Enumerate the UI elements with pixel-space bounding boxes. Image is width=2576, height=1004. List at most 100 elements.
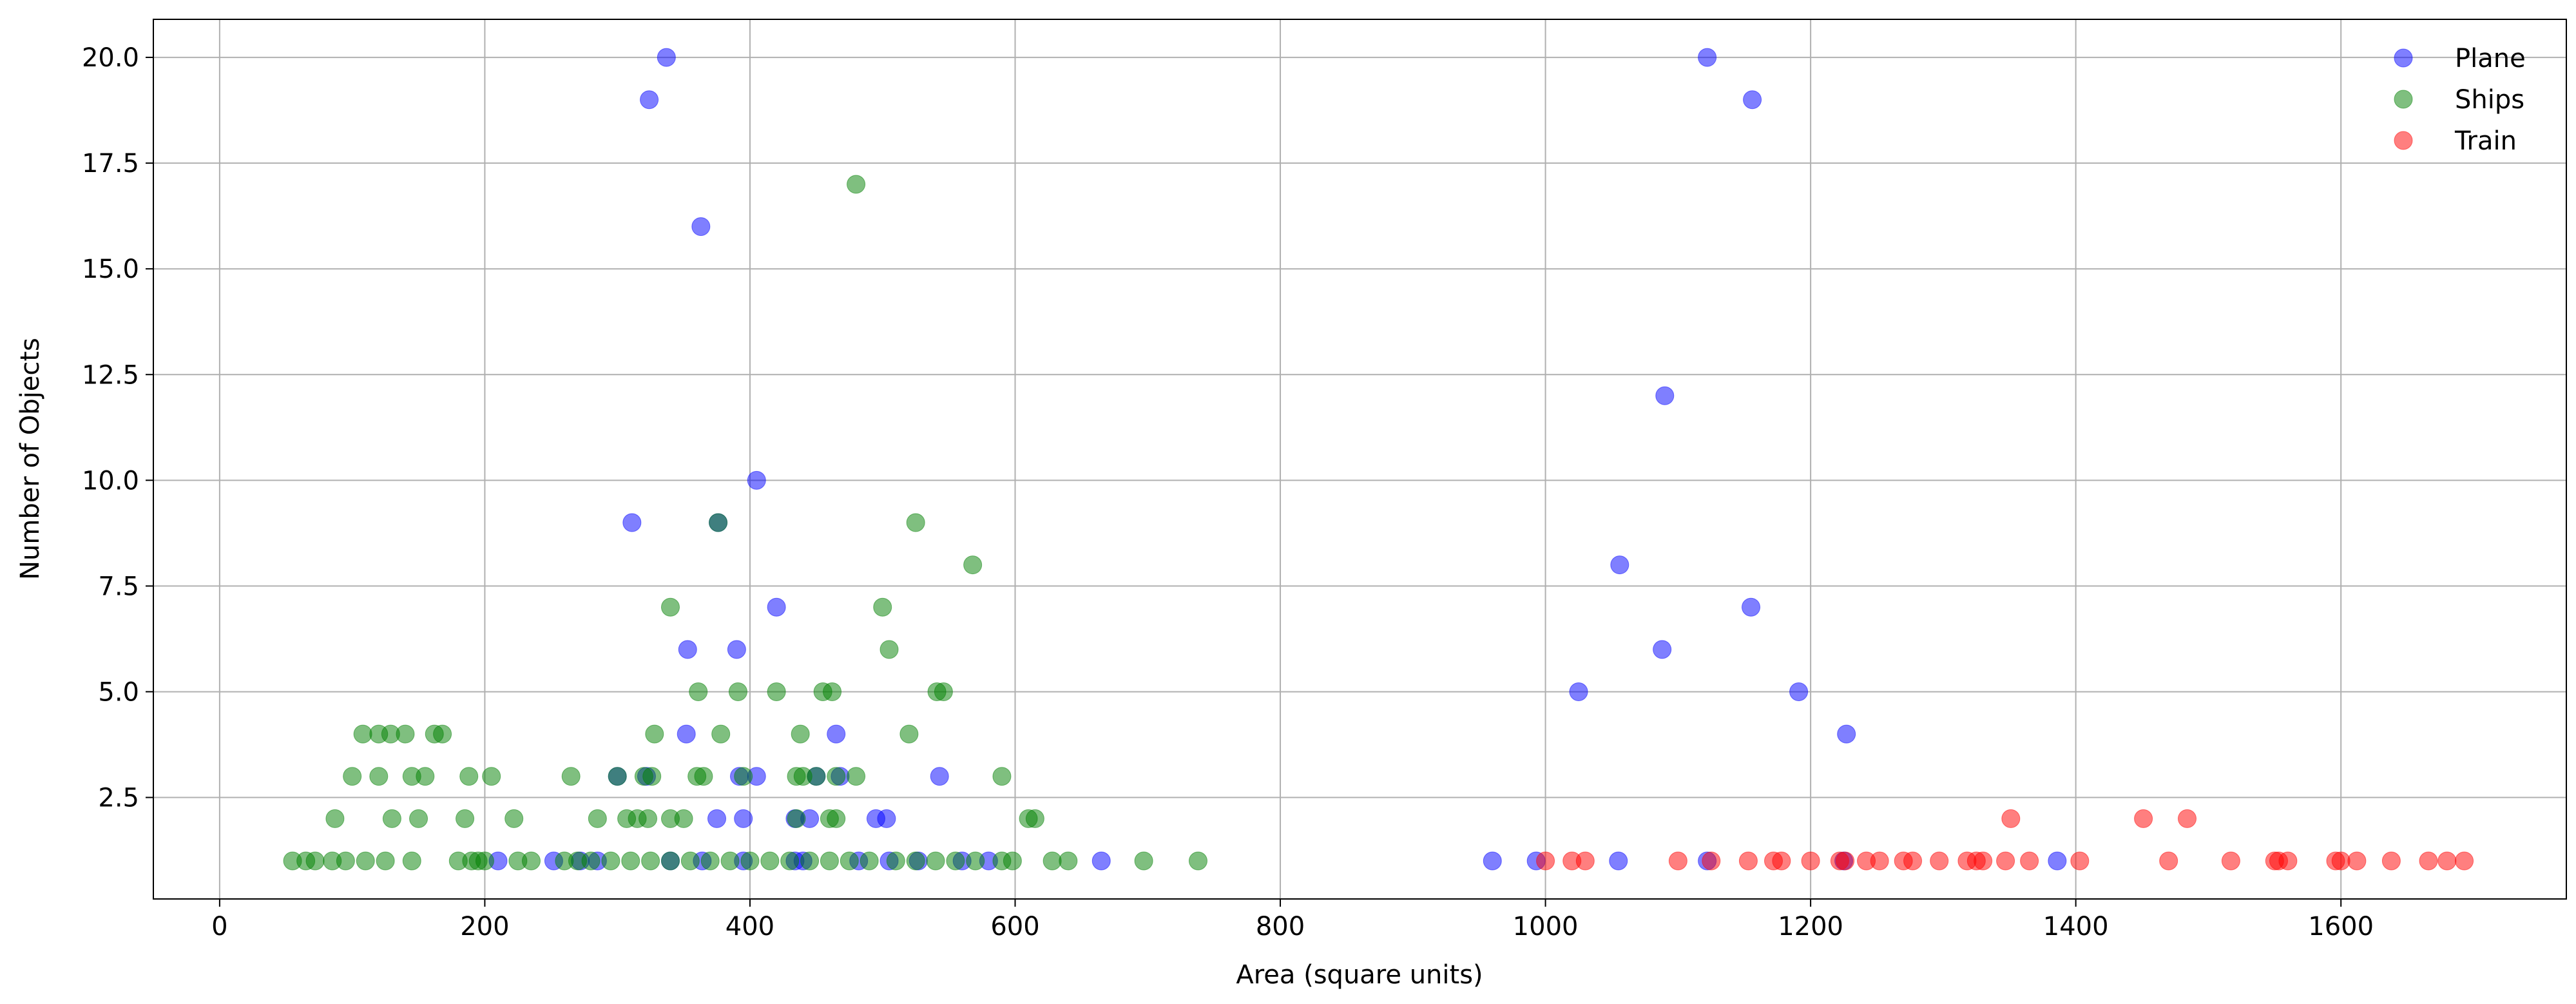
data-point xyxy=(505,809,524,828)
data-point xyxy=(1836,851,1855,871)
data-point xyxy=(847,175,866,194)
y-tick-label: 17.5 xyxy=(82,149,139,179)
y-tick-label: 2.5 xyxy=(98,784,139,813)
data-point xyxy=(2048,851,2067,871)
data-point xyxy=(608,767,627,786)
data-point xyxy=(2221,851,2240,871)
data-point xyxy=(2381,851,2401,871)
x-tick-label: 0 xyxy=(211,912,227,941)
data-point xyxy=(728,682,747,701)
data-point xyxy=(879,640,899,659)
data-point xyxy=(475,851,494,871)
data-point xyxy=(2070,851,2090,871)
data-point xyxy=(1536,851,1555,871)
series-ships xyxy=(283,175,1207,871)
x-tick-label: 1000 xyxy=(1513,912,1579,941)
data-point xyxy=(689,682,708,701)
data-point xyxy=(325,809,345,828)
data-point xyxy=(873,597,892,617)
data-point xyxy=(2347,851,2367,871)
data-point xyxy=(677,724,696,744)
data-point xyxy=(1870,851,1889,871)
data-point xyxy=(305,851,325,871)
data-point xyxy=(1742,597,1761,617)
data-point xyxy=(1655,386,1675,405)
data-point xyxy=(409,809,428,828)
data-point xyxy=(376,851,395,871)
legend-marker xyxy=(2394,131,2413,150)
data-point xyxy=(934,682,953,701)
x-tick-label: 800 xyxy=(1256,912,1305,941)
data-point xyxy=(760,851,780,871)
legend-label: Plane xyxy=(2455,44,2526,73)
data-point xyxy=(711,724,731,744)
data-point xyxy=(807,767,826,786)
x-tick-label: 1200 xyxy=(1778,912,1843,941)
data-point xyxy=(1059,851,1078,871)
legend-label: Train xyxy=(2454,126,2517,156)
data-point xyxy=(396,724,415,744)
data-point xyxy=(1974,851,1993,871)
data-point xyxy=(1025,809,1044,828)
data-point xyxy=(926,851,945,871)
x-tick-label: 1400 xyxy=(2043,912,2109,941)
data-point xyxy=(747,470,766,490)
data-point xyxy=(588,809,607,828)
data-point xyxy=(343,767,362,786)
y-tick-label: 20.0 xyxy=(82,43,139,73)
data-point xyxy=(860,851,879,871)
data-point xyxy=(840,851,859,871)
data-points xyxy=(283,48,2474,871)
data-point xyxy=(767,682,786,701)
y-axis-label: Number of Objects xyxy=(15,338,45,580)
data-point xyxy=(433,724,452,744)
data-point xyxy=(720,851,740,871)
data-point xyxy=(601,851,620,871)
data-point xyxy=(877,809,896,828)
data-point xyxy=(1702,851,1721,871)
legend: Plane Ships Train xyxy=(2394,44,2526,156)
data-point xyxy=(369,767,389,786)
legend-label: Ships xyxy=(2455,85,2524,115)
data-point xyxy=(946,851,965,871)
series-train xyxy=(1536,809,2474,871)
data-point xyxy=(1698,48,1717,67)
data-point xyxy=(886,851,905,871)
data-point xyxy=(2331,851,2350,871)
data-point xyxy=(416,767,435,786)
data-point xyxy=(645,724,664,744)
data-point xyxy=(734,809,753,828)
data-point xyxy=(1091,851,1111,871)
data-point xyxy=(1738,851,1758,871)
data-point xyxy=(2437,851,2457,871)
data-point xyxy=(1903,851,1923,871)
data-point xyxy=(2419,851,2438,871)
data-point xyxy=(906,851,925,871)
data-point xyxy=(639,809,658,828)
data-point xyxy=(966,851,985,871)
data-point xyxy=(700,851,720,871)
y-tick-label: 15.0 xyxy=(82,255,139,284)
x-tick-label: 1600 xyxy=(2308,912,2374,941)
axis-ticks: 0 200 400 600 800 1000 1200 1400 1600 2.5 5.0 7.5 10… xyxy=(82,43,2374,941)
plot-area-background xyxy=(153,19,2566,899)
data-point xyxy=(906,513,925,532)
y-tick-label: 7.5 xyxy=(98,572,139,601)
x-tick-label: 600 xyxy=(990,912,1039,941)
data-point xyxy=(1801,851,1820,871)
data-point xyxy=(847,767,866,786)
data-point xyxy=(1837,724,1856,744)
data-point xyxy=(930,767,949,786)
data-point xyxy=(2178,809,2196,828)
data-point xyxy=(1743,90,1762,110)
data-point xyxy=(678,640,697,659)
data-point xyxy=(2001,809,2021,828)
data-point xyxy=(767,597,786,617)
data-point xyxy=(1188,851,1207,871)
data-point xyxy=(456,809,475,828)
data-point xyxy=(1003,851,1022,871)
data-point xyxy=(2020,851,2039,871)
data-point xyxy=(642,767,662,786)
data-point xyxy=(694,767,713,786)
